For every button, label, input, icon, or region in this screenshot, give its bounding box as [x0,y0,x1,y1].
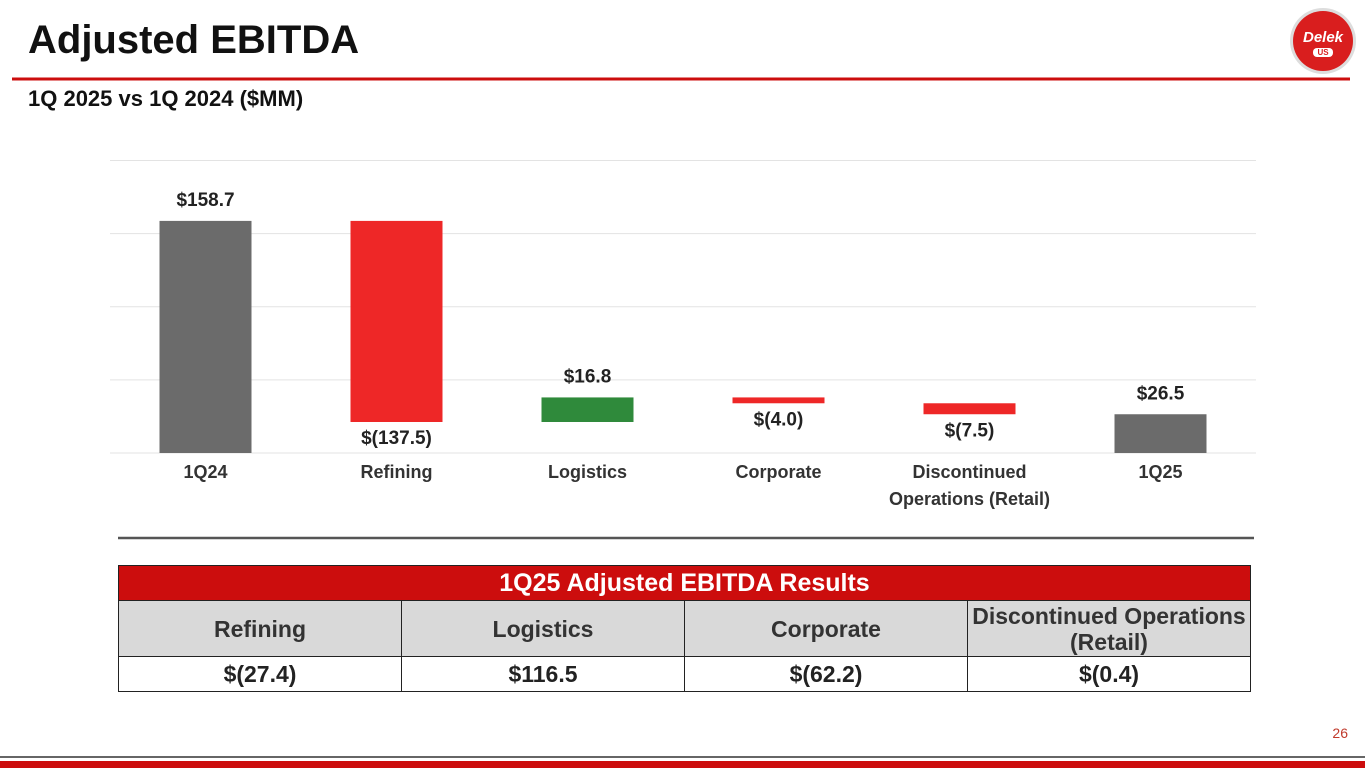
page-number: 26 [1332,725,1348,741]
data-label: $158.7 [176,190,234,211]
table-cell: $(62.2) [684,656,968,692]
table-cell: $116.5 [401,656,685,692]
footer-bar [0,761,1365,768]
column-header: Logistics [401,600,685,657]
bar [541,397,634,422]
bar [923,403,1016,415]
x-tick-label: Corporate [735,462,822,482]
x-tick-label: Logistics [547,462,627,482]
table-cell: $(0.4) [967,656,1251,692]
column-header: Discontinued Operations (Retail) [967,600,1251,657]
logo-disc [1293,11,1353,71]
data-label: $(137.5) [361,428,432,449]
data-label: $16.8 [564,366,612,387]
logo-sub: US [1317,48,1329,57]
bar [1114,414,1207,453]
logo: Delek US [1290,8,1356,74]
data-label: $(7.5) [945,420,995,441]
x-tick-label: 1Q25 [1138,462,1183,482]
x-tick-label: Discontinued Operations (Retail) [888,462,1051,509]
logo-text: Delek [1303,29,1344,46]
bar [350,220,443,422]
data-label: $26.5 [1137,383,1185,404]
column-header: Refining [118,600,402,657]
logo-badge [1313,48,1333,57]
x-tick-label: 1Q24 [183,462,228,482]
column-header: Corporate [684,600,968,657]
data-label: $(4.0) [754,409,804,430]
table-title: 1Q25 Adjusted EBITDA Results [118,565,1251,601]
subtitle: 1Q 2025 vs 1Q 2024 ($MM) [28,86,304,111]
bar [159,220,252,453]
results-table: 1Q25 Adjusted EBITDA Results Refining Log… [118,565,1251,692]
value-row: $(27.4) $116.5 $(62.2) $(0.4) [118,656,1251,692]
table-cell: $(27.4) [118,656,402,692]
bar [732,397,825,404]
header-row: Refining Logistics Corporate Discontinued O… [118,600,1251,657]
x-tick-label: Refining [360,462,433,482]
title: Adjusted EBITDA [28,18,360,62]
